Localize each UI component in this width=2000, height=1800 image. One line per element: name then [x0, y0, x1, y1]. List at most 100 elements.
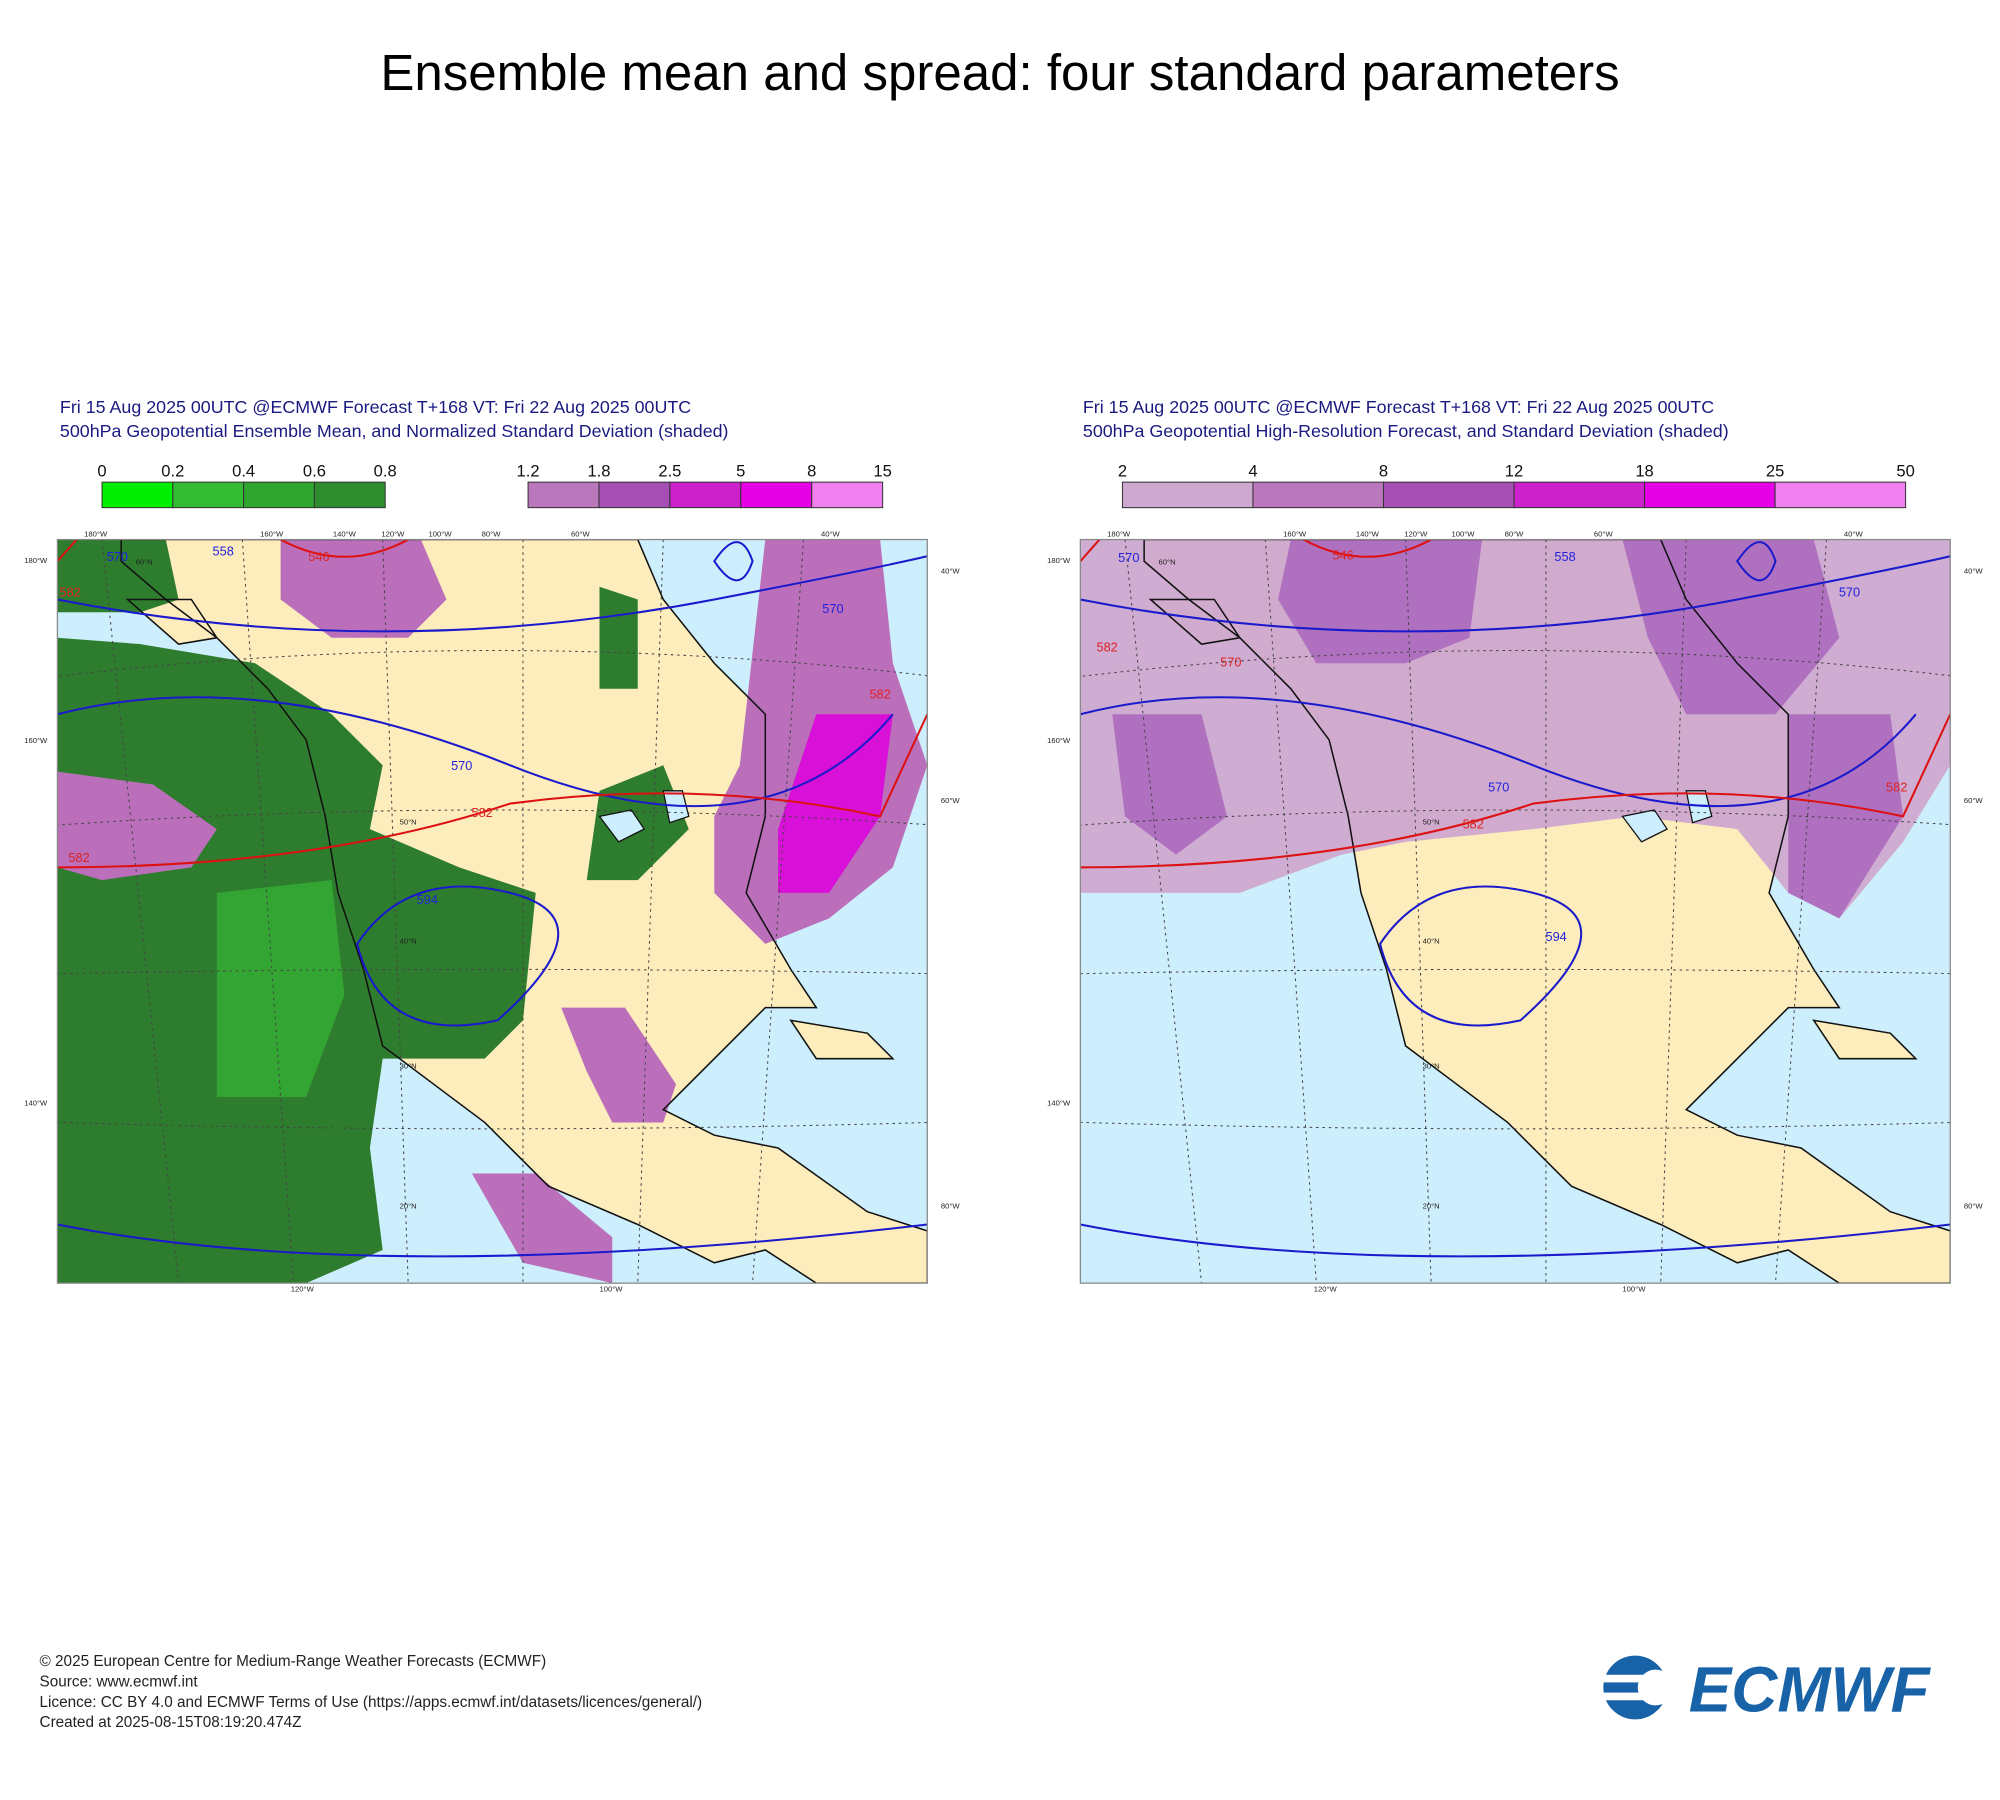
contour-label: 570: [1488, 780, 1509, 795]
graticule: [637, 539, 664, 1284]
colorbar-label: 8: [1379, 461, 1388, 480]
grid-label: 40°W: [821, 529, 841, 538]
contour-red: [57, 713, 928, 869]
colorbar-label: 8: [807, 461, 816, 480]
shade-purple: [57, 539, 928, 1284]
grid-label: 160°W: [1047, 736, 1071, 745]
grid-label: 80°W: [1505, 529, 1525, 538]
map: [57, 539, 928, 1284]
colorbar-bin: [313, 481, 386, 509]
colorbar-bin: [1382, 481, 1515, 509]
page-title: Ensemble mean and spread: four standard …: [380, 44, 1619, 101]
grid-label: 160°W: [1283, 529, 1307, 538]
colorbar-bin: [598, 481, 671, 509]
contour-red: [1080, 713, 1951, 869]
land-outline: [120, 539, 928, 1284]
colorbar-label: 0.4: [232, 461, 255, 480]
graticule: [1775, 539, 1828, 1284]
footer-line: Source: www.ecmwf.int: [40, 1673, 199, 1690]
map-frame: [56, 538, 928, 1284]
colorbar-label: 0: [97, 461, 106, 480]
logo-icon: [1594, 1692, 1646, 1701]
shade-green: [586, 586, 689, 881]
colorbar-bin: [527, 481, 600, 509]
grid-label: 140°W: [333, 529, 357, 538]
colorbar-label: 0.2: [161, 461, 184, 480]
contour-label: 570: [451, 758, 472, 773]
panel: Fri 15 Aug 2025 00UTC @ECMWF Forecast T+…: [1047, 397, 1984, 1294]
contour-label: 594: [417, 892, 438, 907]
contour-label: 582: [472, 805, 493, 820]
contour-blue: [1080, 547, 1951, 633]
grid-label: 60°W: [941, 796, 961, 805]
colorbar-bin: [1644, 481, 1776, 509]
contour-blue: [1080, 1223, 1951, 1258]
panel: Fri 15 Aug 2025 00UTC @ECMWF Forecast T+…: [24, 397, 961, 1294]
contour-label: 546: [1332, 547, 1353, 562]
grid-label: 40°W: [1964, 566, 1984, 575]
contour-label: 546: [308, 549, 329, 564]
lakes: [1621, 790, 1713, 843]
grid-label: 40°N: [400, 936, 417, 945]
grid-label: 60°W: [1964, 796, 1984, 805]
logo-icon: [1594, 1674, 1646, 1683]
colorbar-bin: [1774, 481, 1907, 509]
colorbar-bin: [243, 481, 315, 509]
graticule: [241, 539, 294, 1284]
contour-red: [1080, 539, 1432, 562]
logo-text: ECMWF: [1689, 1654, 1932, 1726]
grid-label: 180°W: [1047, 556, 1071, 565]
grid-label: 120°W: [381, 529, 405, 538]
contour-label: 582: [68, 850, 89, 865]
grid-label: 30°N: [400, 1061, 417, 1070]
grid-label: 120°W: [1404, 529, 1428, 538]
contour-label: 582: [869, 687, 890, 702]
grid-label: 140°W: [24, 1098, 48, 1107]
colorbar-bin: [1121, 481, 1254, 509]
contour-label: 582: [1886, 780, 1907, 795]
colorbar-label: 25: [1766, 461, 1784, 480]
colorbar-label: 1.8: [587, 461, 610, 480]
shade-green: [216, 880, 345, 1097]
contour-blue: [57, 696, 894, 808]
colorbar-label: 0.6: [303, 461, 326, 480]
contour-blue: [356, 885, 560, 1027]
panel-header: 500hPa Geopotential Ensemble Mean, and N…: [60, 421, 729, 441]
grid-label: 100°W: [429, 529, 453, 538]
map-frame: [1079, 538, 1951, 1284]
colorbar-bin: [669, 481, 742, 509]
colorbar-label: 1.2: [517, 461, 540, 480]
grid-label: 30°N: [1423, 1061, 1440, 1070]
logo-icon: [1637, 1669, 1674, 1706]
colorbar-bin: [811, 481, 884, 509]
colorbar-label: 18: [1635, 461, 1653, 480]
contour-label: 570: [107, 549, 128, 564]
grid-label: 160°W: [24, 736, 48, 745]
footer-line: Licence: CC BY 4.0 and ECMWF Terms of Us…: [40, 1694, 703, 1711]
contour-red: [57, 539, 409, 562]
colorbar-label: 2.5: [658, 461, 681, 480]
contour-blue: [57, 547, 928, 633]
grid-label: 100°W: [1452, 529, 1476, 538]
panel-header: Fri 15 Aug 2025 00UTC @ECMWF Forecast T+…: [1083, 397, 1714, 417]
colorbar-bin: [740, 481, 813, 509]
contour-label: 570: [822, 601, 843, 616]
panels: Fri 15 Aug 2025 00UTC @ECMWF Forecast T+…: [24, 397, 1984, 1294]
graticule: [1264, 539, 1317, 1284]
shade-magenta: [778, 714, 893, 893]
grid-label: 120°W: [291, 1285, 315, 1294]
grid-label: 180°W: [84, 529, 108, 538]
grid-label: 20°N: [400, 1202, 417, 1211]
grid-label: 40°W: [1844, 529, 1864, 538]
colorbar-label: 2: [1118, 461, 1127, 480]
grid-label: 60°W: [571, 529, 591, 538]
contour-label: 582: [60, 584, 81, 599]
grid-label: 60°W: [1594, 529, 1614, 538]
contour-label: 570: [1118, 550, 1139, 565]
contour-blue: [1736, 541, 1777, 582]
shade-purple: [1112, 539, 1904, 919]
grid-label: 50°N: [1423, 818, 1440, 827]
graticule: [752, 539, 805, 1284]
colorbar-bin: [101, 481, 174, 509]
